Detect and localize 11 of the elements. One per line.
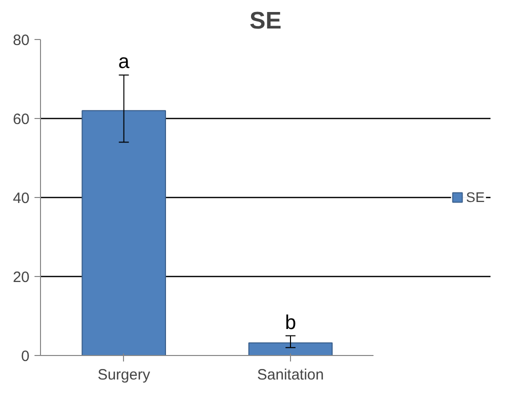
x-tick-label: Sanitation: [257, 366, 324, 384]
annotation: a: [118, 51, 130, 74]
legend-label: SE: [466, 189, 486, 205]
y-tick-label: 20: [12, 269, 30, 286]
chart-title: SE: [249, 8, 282, 34]
y-tick-label: 40: [12, 190, 30, 207]
x-tick-label: Surgery: [98, 366, 151, 384]
y-tick-label: 80: [12, 32, 30, 49]
annotation: b: [284, 312, 296, 334]
y-tick-label: 0: [21, 348, 30, 365]
y-tick-label: 60: [12, 111, 30, 128]
